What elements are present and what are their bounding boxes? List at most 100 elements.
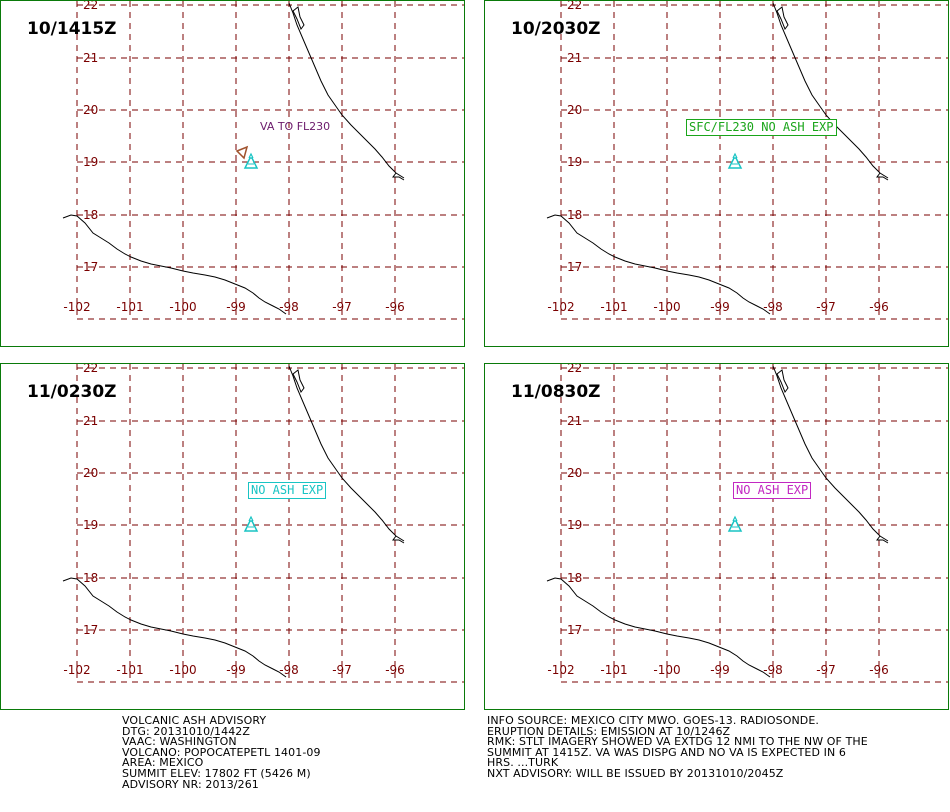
coastline-pacific: [546, 577, 771, 678]
advisory-line: HRS. ...TURK: [487, 756, 559, 770]
advisory-line: DTG: 20131010/1442Z: [122, 724, 251, 738]
longitude-label: -99: [226, 663, 246, 677]
coastline-gulf: [772, 365, 889, 544]
advisory-header-block: VOLCANIC ASH ADVISORY DTG: 20131010/1442…: [122, 714, 321, 791]
advisory-line: VOLCANIC ASH ADVISORY: [122, 714, 267, 727]
advisory-line: NXT ADVISORY: WILL BE ISSUED BY 20131010…: [487, 766, 784, 780]
longitude-label: -99: [710, 300, 730, 314]
longitude-label: -97: [332, 300, 352, 314]
longitude-label: -102: [547, 663, 574, 677]
lat-lon-grid: [560, 364, 948, 683]
volcano-triangle-icon: [727, 515, 743, 532]
longitude-label: -101: [600, 663, 627, 677]
longitude-label: -96: [385, 300, 405, 314]
longitude-label: -96: [869, 663, 889, 677]
longitude-label: -96: [385, 663, 405, 677]
forecast-time-label: 10/2030Z: [511, 19, 601, 39]
latitude-label: 20: [83, 466, 98, 480]
longitude-label: -97: [332, 663, 352, 677]
advisory-line: AREA: MEXICO: [122, 756, 204, 770]
advisory-line: VOLCANO: POPOCATEPETL 1401-09: [122, 745, 321, 759]
longitude-label: -100: [653, 300, 680, 314]
longitude-label: -102: [547, 300, 574, 314]
longitude-label: -96: [869, 300, 889, 314]
longitude-label: -98: [279, 300, 299, 314]
advisory-line: VAAC: WASHINGTON: [122, 735, 237, 749]
longitude-label: -99: [710, 663, 730, 677]
longitude-label: -99: [226, 300, 246, 314]
advisory-line: SUMMIT ELEV: 17802 FT (5426 M): [122, 766, 311, 780]
latitude-label: 19: [83, 155, 98, 169]
ash-forecast-note: SFC/FL230 NO ASH EXP: [686, 119, 837, 136]
longitude-label: -97: [816, 300, 836, 314]
longitude-label: -101: [116, 663, 143, 677]
latitude-label: 18: [83, 208, 98, 222]
longitude-label: -98: [763, 663, 783, 677]
latitude-label: 19: [83, 518, 98, 532]
latitude-label: 21: [83, 51, 98, 65]
ash-cloud-area: [235, 145, 249, 160]
latitude-label: 17: [567, 260, 582, 274]
longitude-label: -100: [169, 663, 196, 677]
latitude-label: 18: [83, 571, 98, 585]
coastline-lagoon: [776, 6, 789, 31]
coastline-gulf: [288, 365, 405, 544]
map-panel-1: 22 21 20 19 18 17 -102 -101 -100 -99 -98 -97 -96 10/…: [0, 0, 465, 347]
volcano-triangle-icon: [243, 152, 259, 169]
latitude-label: 17: [83, 260, 98, 274]
latitude-label: 18: [567, 208, 582, 222]
longitude-label: -98: [279, 663, 299, 677]
longitude-label: -100: [653, 663, 680, 677]
latitude-label: 21: [567, 414, 582, 428]
ash-forecast-note: NO ASH EXP: [733, 482, 812, 499]
map-panel-4: 22 21 20 19 18 17 -102 -101 -100 -99 -98 -97 -96 11/…: [484, 363, 949, 710]
longitude-label: -101: [116, 300, 143, 314]
coastline-lagoon: [292, 6, 305, 31]
advisory-line: ADVISORY NR: 2013/261: [122, 777, 259, 791]
coastline-gulf: [772, 2, 889, 181]
latitude-label: 20: [567, 103, 582, 117]
longitude-label: -100: [169, 300, 196, 314]
coastline-lagoon: [292, 369, 305, 394]
latitude-label: 19: [567, 518, 582, 532]
map-canvas: 22 21 20 19 18 17 -102 -101 -100 -99 -98 -97 -96: [62, 1, 464, 320]
latitude-label: 20: [83, 103, 98, 117]
latitude-label: 18: [567, 571, 582, 585]
coastline-gulf: [288, 2, 405, 181]
forecast-time-label: 11/0830Z: [511, 382, 601, 402]
lat-lon-grid: [76, 1, 464, 320]
latitude-label: 19: [567, 155, 582, 169]
map-canvas: 22 21 20 19 18 17 -102 -101 -100 -99 -98 -97 -96: [546, 364, 948, 683]
ash-cloud-note: VA TO FL230: [260, 120, 331, 133]
coastline-pacific: [62, 577, 287, 678]
forecast-time-label: 11/0230Z: [27, 382, 117, 402]
ash-forecast-note: NO ASH EXP: [248, 482, 327, 499]
advisory-line: INFO SOURCE: MEXICO CITY MWO. GOES-13. R…: [487, 714, 820, 727]
longitude-label: -102: [63, 300, 90, 314]
latitude-label: 22: [567, 1, 582, 12]
longitude-label: -97: [816, 663, 836, 677]
advisory-line: ERUPTION DETAILS: EMISSION AT 10/1246Z: [487, 724, 731, 738]
map-panel-3: 22 21 20 19 18 17 -102 -101 -100 -99 -98 -97 -96 11/…: [0, 363, 465, 710]
advisory-details-block: INFO SOURCE: MEXICO CITY MWO. GOES-13. R…: [487, 714, 868, 780]
coastline-pacific: [546, 214, 771, 315]
map-canvas: 22 21 20 19 18 17 -102 -101 -100 -99 -98 -97 -96: [62, 364, 464, 683]
lat-lon-grid: [560, 1, 948, 320]
lat-lon-grid: [76, 364, 464, 683]
latitude-label: 20: [567, 466, 582, 480]
latitude-label: 17: [567, 623, 582, 637]
latitude-label: 22: [567, 364, 582, 375]
latitude-label: 21: [83, 414, 98, 428]
volcano-triangle-icon: [243, 515, 259, 532]
longitude-label: -102: [63, 663, 90, 677]
forecast-time-label: 10/1415Z: [27, 19, 117, 39]
latitude-label: 17: [83, 623, 98, 637]
advisory-line: SUMMIT AT 1415Z. VA WAS DISPG AND NO VA …: [487, 745, 846, 759]
longitude-label: -98: [763, 300, 783, 314]
coastline-pacific: [62, 214, 287, 315]
latitude-label: 22: [83, 364, 98, 375]
map-panel-2: 22 21 20 19 18 17 -102 -101 -100 -99 -98 -97 -96 10/…: [484, 0, 949, 347]
coastline-lagoon: [776, 369, 789, 394]
latitude-label: 21: [567, 51, 582, 65]
latitude-label: 22: [83, 1, 98, 12]
